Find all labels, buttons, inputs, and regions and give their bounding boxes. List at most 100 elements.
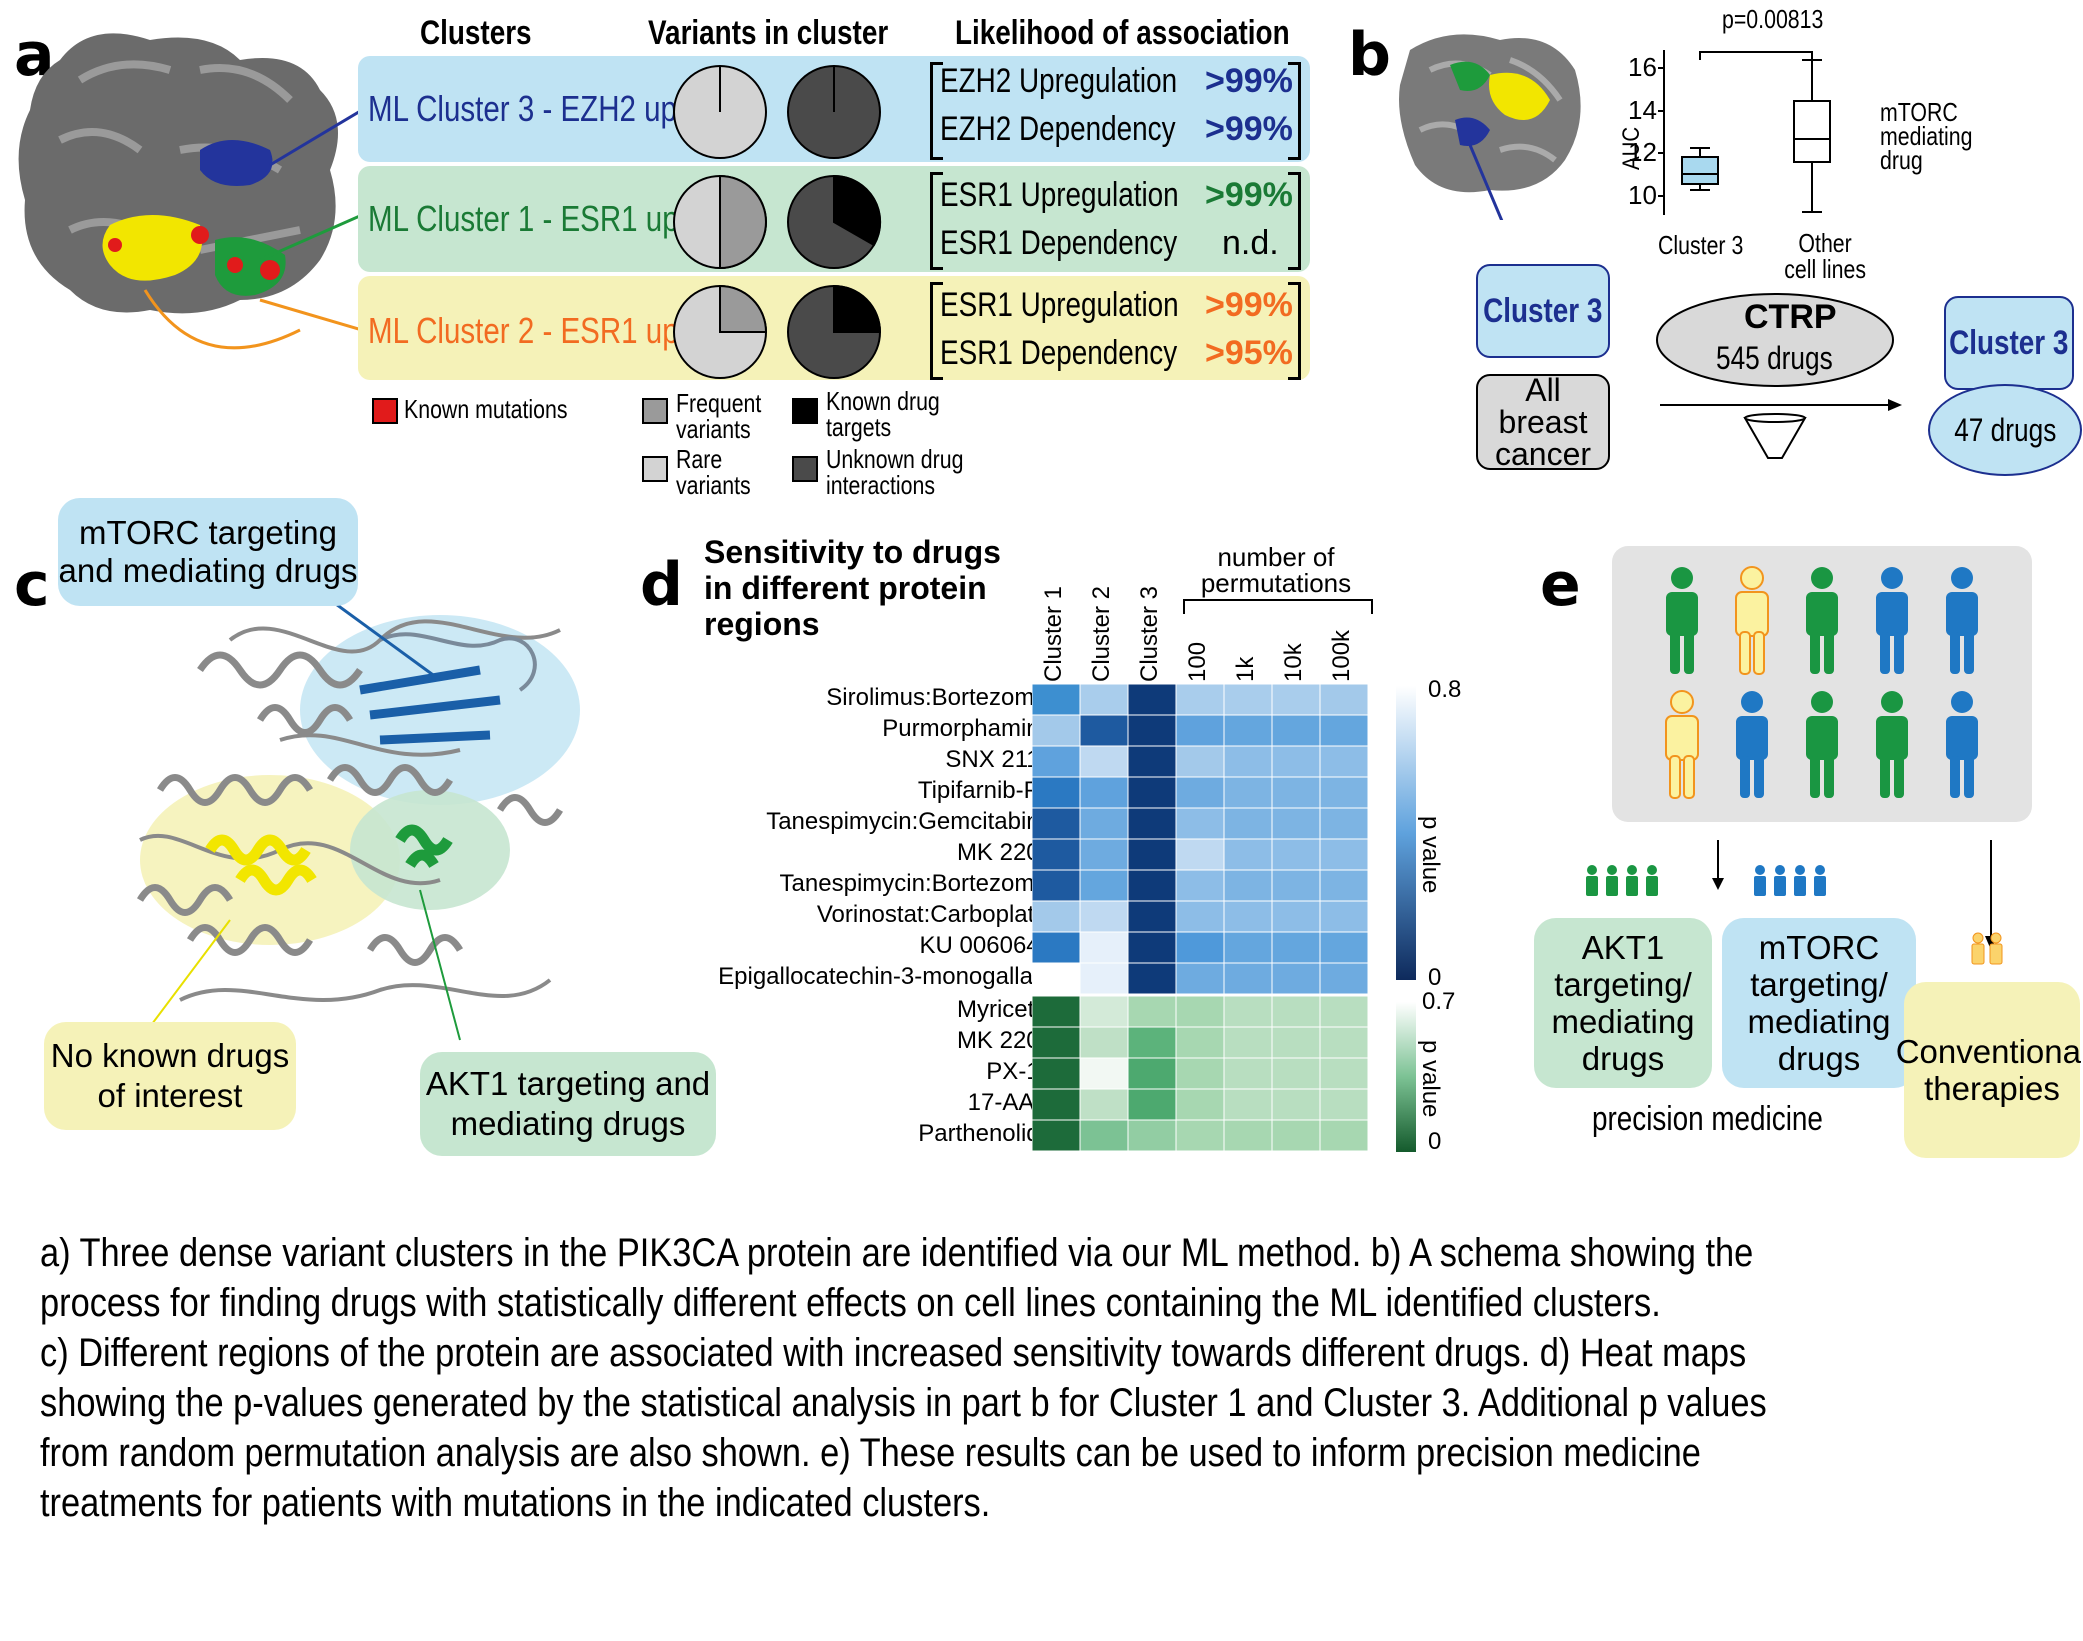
green-cell-1-6 xyxy=(1319,1026,1369,1059)
blue-cell-0-5 xyxy=(1271,683,1321,716)
blue-cell-7-4 xyxy=(1223,900,1273,933)
green-cell-0-2 xyxy=(1127,995,1177,1028)
legend-known-mutations: Known mutations xyxy=(404,394,568,424)
caption-line-4: showing the p-values generated by the st… xyxy=(40,1381,1767,1425)
blue-cell-9-4 xyxy=(1223,962,1273,995)
row-tipifarnib: Tipifarnib-P2 xyxy=(917,777,1053,804)
pct-row3-b: >95% xyxy=(1205,334,1293,372)
green-cell-2-0 xyxy=(1032,1057,1081,1090)
green-cell-0-6 xyxy=(1319,995,1369,1028)
green-cell-1-1 xyxy=(1079,1026,1129,1059)
pct-row2-b: n.d. xyxy=(1222,224,1279,262)
blue-cell-5-2 xyxy=(1127,838,1177,871)
variant-pies xyxy=(673,65,882,379)
green-cell-0-1 xyxy=(1079,995,1129,1028)
bracket-right-1 xyxy=(1288,62,1301,160)
ctrp-drugs: 545 drugs xyxy=(1716,340,1833,376)
caption-line-1: a) Three dense variant clusters in the P… xyxy=(40,1231,1754,1275)
blue-cell-1-3 xyxy=(1175,714,1225,747)
blue-cell-0-4 xyxy=(1223,683,1273,716)
blue-cell-6-1 xyxy=(1079,869,1129,902)
blue-cell-8-3 xyxy=(1175,931,1225,964)
blue-cell-7-5 xyxy=(1271,900,1321,933)
green-cell-4-5 xyxy=(1271,1119,1321,1152)
auc-boxplot xyxy=(1658,50,1831,215)
perm-title: number of permutations xyxy=(1200,542,1352,598)
ytick-16: 16 xyxy=(1628,52,1657,82)
blue-cell-6-2 xyxy=(1127,869,1177,902)
col-cluster3: Cluster 3 xyxy=(1136,585,1163,682)
col-cluster1: Cluster 1 xyxy=(1040,585,1067,682)
green-cell-1-3 xyxy=(1175,1026,1225,1059)
pct-row3-a: >99% xyxy=(1205,286,1293,324)
arrows-and-groups xyxy=(1586,840,1997,950)
blue-cell-2-6 xyxy=(1319,745,1369,778)
col-1k: 1k xyxy=(1232,656,1259,682)
blue-cell-1-0 xyxy=(1032,714,1081,747)
green-cell-0-3 xyxy=(1175,995,1225,1028)
green-cell-1-2 xyxy=(1127,1026,1177,1059)
blue-cell-1-2 xyxy=(1127,714,1177,747)
bracket-left-2 xyxy=(930,172,943,270)
pie-cluster1-drugs xyxy=(787,174,882,269)
ytick-14: 14 xyxy=(1628,95,1657,125)
blue-scale-max: 0.8 xyxy=(1428,676,1462,703)
caption-line-6: treatments for patients with mutations i… xyxy=(40,1481,991,1525)
green-cell-3-3 xyxy=(1175,1088,1225,1121)
blue-cell-9-2 xyxy=(1127,962,1177,995)
blue-cell-8-2 xyxy=(1127,931,1177,964)
blue-cell-4-6 xyxy=(1319,807,1369,840)
cluster1-name: ML Cluster 1 - ESR1 up xyxy=(368,198,679,239)
green-cell-3-1 xyxy=(1079,1088,1129,1121)
blue-cell-0-1 xyxy=(1079,683,1129,716)
pct-row2-a: >99% xyxy=(1205,176,1293,214)
blue-cell-1-5 xyxy=(1271,714,1321,747)
patient-figures xyxy=(1665,566,1978,799)
legend-unknown: Unknown drug interactions xyxy=(826,444,964,500)
xcat-other: Other cell lines xyxy=(1784,228,1866,284)
blue-cell-7-2 xyxy=(1127,900,1177,933)
assoc-row3-b: ESR1 Dependency xyxy=(940,334,1178,372)
blue-cell-2-0 xyxy=(1032,745,1081,778)
protein-surface-b xyxy=(1399,34,1581,220)
blue-cell-7-6 xyxy=(1319,900,1369,933)
blue-cell-6-5 xyxy=(1271,869,1321,902)
green-cell-3-2 xyxy=(1127,1088,1177,1121)
legend-frequent-swatch xyxy=(642,398,668,424)
blue-cell-8-4 xyxy=(1223,931,1273,964)
blue-scale-min: 0 xyxy=(1428,964,1442,991)
blue-cell-7-3 xyxy=(1175,900,1225,933)
header-clusters: Clusters xyxy=(420,14,532,52)
green-cell-0-4 xyxy=(1223,995,1273,1028)
blue-cell-2-3 xyxy=(1175,745,1225,778)
blue-cell-2-1 xyxy=(1079,745,1129,778)
blue-cell-4-4 xyxy=(1223,807,1273,840)
legend-known-targets: Known drug targets xyxy=(826,386,940,442)
mtorc-result-box: mTORC targeting/ mediating drugs xyxy=(1722,918,1916,1088)
green-cell-2-4 xyxy=(1223,1057,1273,1090)
pct-row1-b: >99% xyxy=(1205,110,1293,148)
panel-label-b: b xyxy=(1348,20,1391,90)
ytick-12: 12 xyxy=(1628,137,1657,167)
blue-cell-5-4 xyxy=(1223,838,1273,871)
green-cell-3-6 xyxy=(1319,1088,1369,1121)
blue-cell-4-2 xyxy=(1127,807,1177,840)
result-cluster3-box: Cluster 3 xyxy=(1944,296,2074,390)
no-known-bubble: No known drugs of interest xyxy=(44,1022,296,1130)
green-cell-2-5 xyxy=(1271,1057,1321,1090)
col-cluster2: Cluster 2 xyxy=(1088,585,1115,682)
row-tanespimycin-bort: Tanespimycin:Bortezomib xyxy=(779,870,1053,897)
green-cell-3-0 xyxy=(1032,1088,1081,1121)
green-cell-1-5 xyxy=(1271,1026,1321,1059)
blue-cell-0-6 xyxy=(1319,683,1369,716)
blue-cell-4-3 xyxy=(1175,807,1225,840)
blue-cell-3-6 xyxy=(1319,776,1369,809)
legend-rare: Rare variants xyxy=(676,444,751,500)
cluster3-name: ML Cluster 3 - EZH2 up xyxy=(368,88,677,129)
blue-cell-8-1 xyxy=(1079,931,1129,964)
blue-cell-4-1 xyxy=(1079,807,1129,840)
green-scale-min: 0 xyxy=(1428,1128,1442,1155)
blue-cell-4-0 xyxy=(1032,807,1081,840)
blue-cell-5-5 xyxy=(1271,838,1321,871)
ctrp-filter-diagram xyxy=(1656,293,1902,459)
